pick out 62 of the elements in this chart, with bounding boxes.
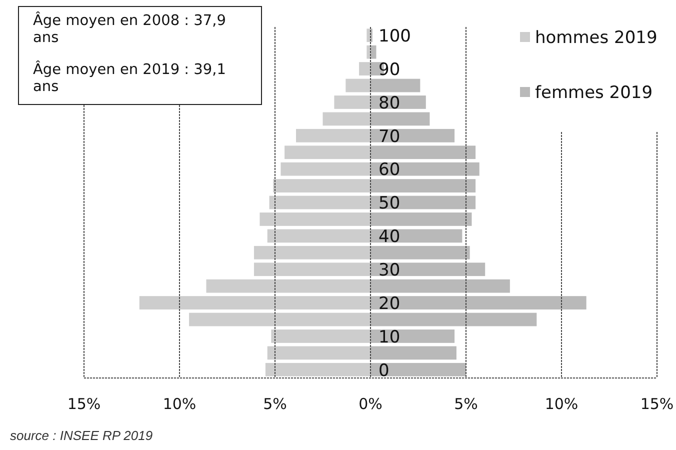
bar: [366, 45, 370, 59]
bar: [370, 162, 480, 176]
bar: [370, 362, 466, 376]
bar: [370, 312, 537, 326]
bar: [206, 279, 370, 293]
bar: [370, 279, 510, 293]
y-tick-label: 40: [378, 227, 400, 248]
bar: [370, 179, 476, 192]
bar: [273, 179, 370, 192]
y-tick-label: 100: [378, 26, 411, 46]
y-tick-label: 50: [378, 194, 400, 214]
bar: [267, 346, 370, 360]
y-tick-label: 60: [378, 160, 400, 180]
bar: [370, 330, 455, 343]
bar: [370, 146, 476, 160]
bar: [359, 62, 370, 76]
bar: [370, 262, 486, 276]
x-tick-label: 15%: [640, 395, 674, 413]
y-tick-label: 20: [378, 294, 400, 314]
x-tick-label: 15%: [67, 395, 101, 413]
note-box: Âge moyen en 2008 : 37,9 ans Âge moyen en 2019 : 39,1 ans: [18, 6, 262, 105]
bar: [370, 112, 430, 126]
bar: [265, 362, 370, 376]
bar: [280, 162, 370, 176]
bar: [296, 128, 370, 142]
bar: [366, 28, 370, 42]
y-tick-label: 70: [378, 126, 400, 147]
bar: [254, 262, 370, 276]
bar: [254, 246, 370, 260]
x-tick-label: 0%: [358, 395, 382, 413]
legend-label: hommes 2019: [535, 28, 658, 48]
x-tick-label: 5%: [454, 395, 478, 413]
bar: [260, 212, 370, 226]
y-tick-label: 10: [378, 327, 400, 348]
bar: [370, 296, 586, 310]
x-tick-label: 10%: [162, 395, 196, 413]
bar: [322, 112, 370, 126]
bar: [139, 296, 370, 310]
bar: [370, 212, 472, 226]
bar: [370, 346, 456, 360]
y-tick-label: 80: [378, 93, 400, 114]
y-tick-label: 30: [378, 260, 400, 280]
bar: [267, 229, 370, 243]
bar: [370, 78, 420, 92]
bar: [346, 78, 370, 92]
bar: [271, 330, 370, 343]
bar: [334, 96, 370, 109]
bar: [269, 196, 370, 210]
bar: [370, 229, 462, 243]
legend-label: femmes 2019: [535, 83, 653, 104]
bar: [370, 246, 470, 260]
source-note: source : INSEE RP 2019: [10, 428, 153, 443]
annotation: Âge moyen en 2019 : 39,1 ans: [33, 62, 227, 96]
y-tick-label: 90: [378, 60, 400, 80]
bar: [370, 45, 376, 59]
y-tick-label: 0: [378, 360, 390, 381]
annotation: Âge moyen en 2008 : 37,9 ans: [33, 13, 227, 47]
bar: [284, 146, 370, 160]
x-tick-label: 5%: [263, 395, 287, 413]
bar: [189, 312, 370, 326]
bar: [370, 128, 455, 142]
x-tick-label: 10%: [544, 395, 578, 413]
